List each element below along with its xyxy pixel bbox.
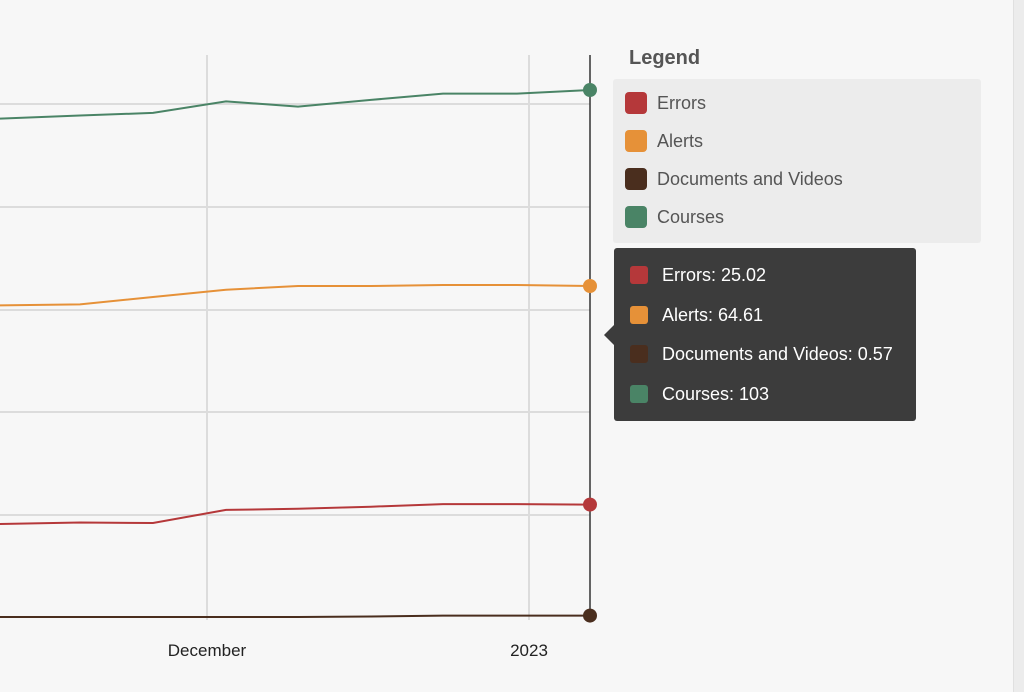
legend-box: Errors Alerts Documents and Videos Cours…: [613, 79, 981, 243]
tooltip-item-errors: Errors: 25.02: [630, 263, 766, 287]
legend-label-errors: Errors: [657, 92, 706, 113]
tooltip-item-alerts: Alerts: 64.61: [630, 303, 763, 327]
legend-swatch-errors: [625, 92, 647, 114]
chart-grid: [0, 55, 590, 620]
legend-item-alerts[interactable]: Alerts: [625, 128, 703, 154]
tooltip-item-courses: Courses: 103: [630, 382, 769, 406]
tooltip-label-documents-and-videos: Documents and Videos: 0.57: [662, 343, 893, 364]
tooltip: Errors: 25.02 Alerts: 64.61 Documents an…: [614, 248, 916, 421]
legend-item-documents-and-videos[interactable]: Documents and Videos: [625, 166, 843, 192]
tooltip-swatch-alerts: [630, 306, 648, 324]
hover-point-documents-and-videos[interactable]: [583, 608, 597, 623]
x-tick-label-2023: 2023: [510, 641, 548, 660]
legend-swatch-courses: [625, 206, 647, 228]
vertical-scrollbar[interactable]: [1013, 0, 1024, 692]
legend-item-errors[interactable]: Errors: [625, 90, 706, 116]
series-layer: [0, 89, 591, 618]
tooltip-label-alerts: Alerts: 64.61: [662, 304, 764, 325]
tooltip-swatch-courses: [630, 385, 648, 403]
tooltip-swatch-documents-and-videos: [630, 345, 648, 363]
series-line-alerts: [0, 284, 591, 307]
tooltip-label-courses: Courses: 103: [662, 383, 770, 404]
x-tick-label-december: December: [168, 641, 247, 660]
legend-label-documents-and-videos: Documents and Videos: [657, 168, 843, 189]
legend-swatch-alerts: [625, 130, 647, 152]
hover-point-alerts[interactable]: [583, 279, 597, 293]
legend-label-alerts: Alerts: [657, 130, 704, 151]
series-line-errors: [0, 503, 591, 525]
tooltip-swatch-errors: [630, 266, 648, 284]
hover-point-errors[interactable]: [583, 497, 597, 512]
tooltip-arrow: [604, 325, 614, 345]
legend-item-courses[interactable]: Courses: [625, 204, 724, 230]
legend-label-courses: Courses: [657, 206, 725, 227]
series-line-courses: [0, 89, 591, 120]
points-layer: [583, 83, 597, 623]
legend-title: Legend: [629, 47, 701, 69]
legend-swatch-documents-and-videos: [625, 168, 647, 190]
tooltip-label-errors: Errors: 25.02: [662, 264, 767, 285]
hover-point-courses[interactable]: [583, 83, 597, 97]
tooltip-item-documents-and-videos: Documents and Videos: 0.57: [630, 342, 893, 366]
series-line-documents-and-videos: [0, 614, 590, 618]
